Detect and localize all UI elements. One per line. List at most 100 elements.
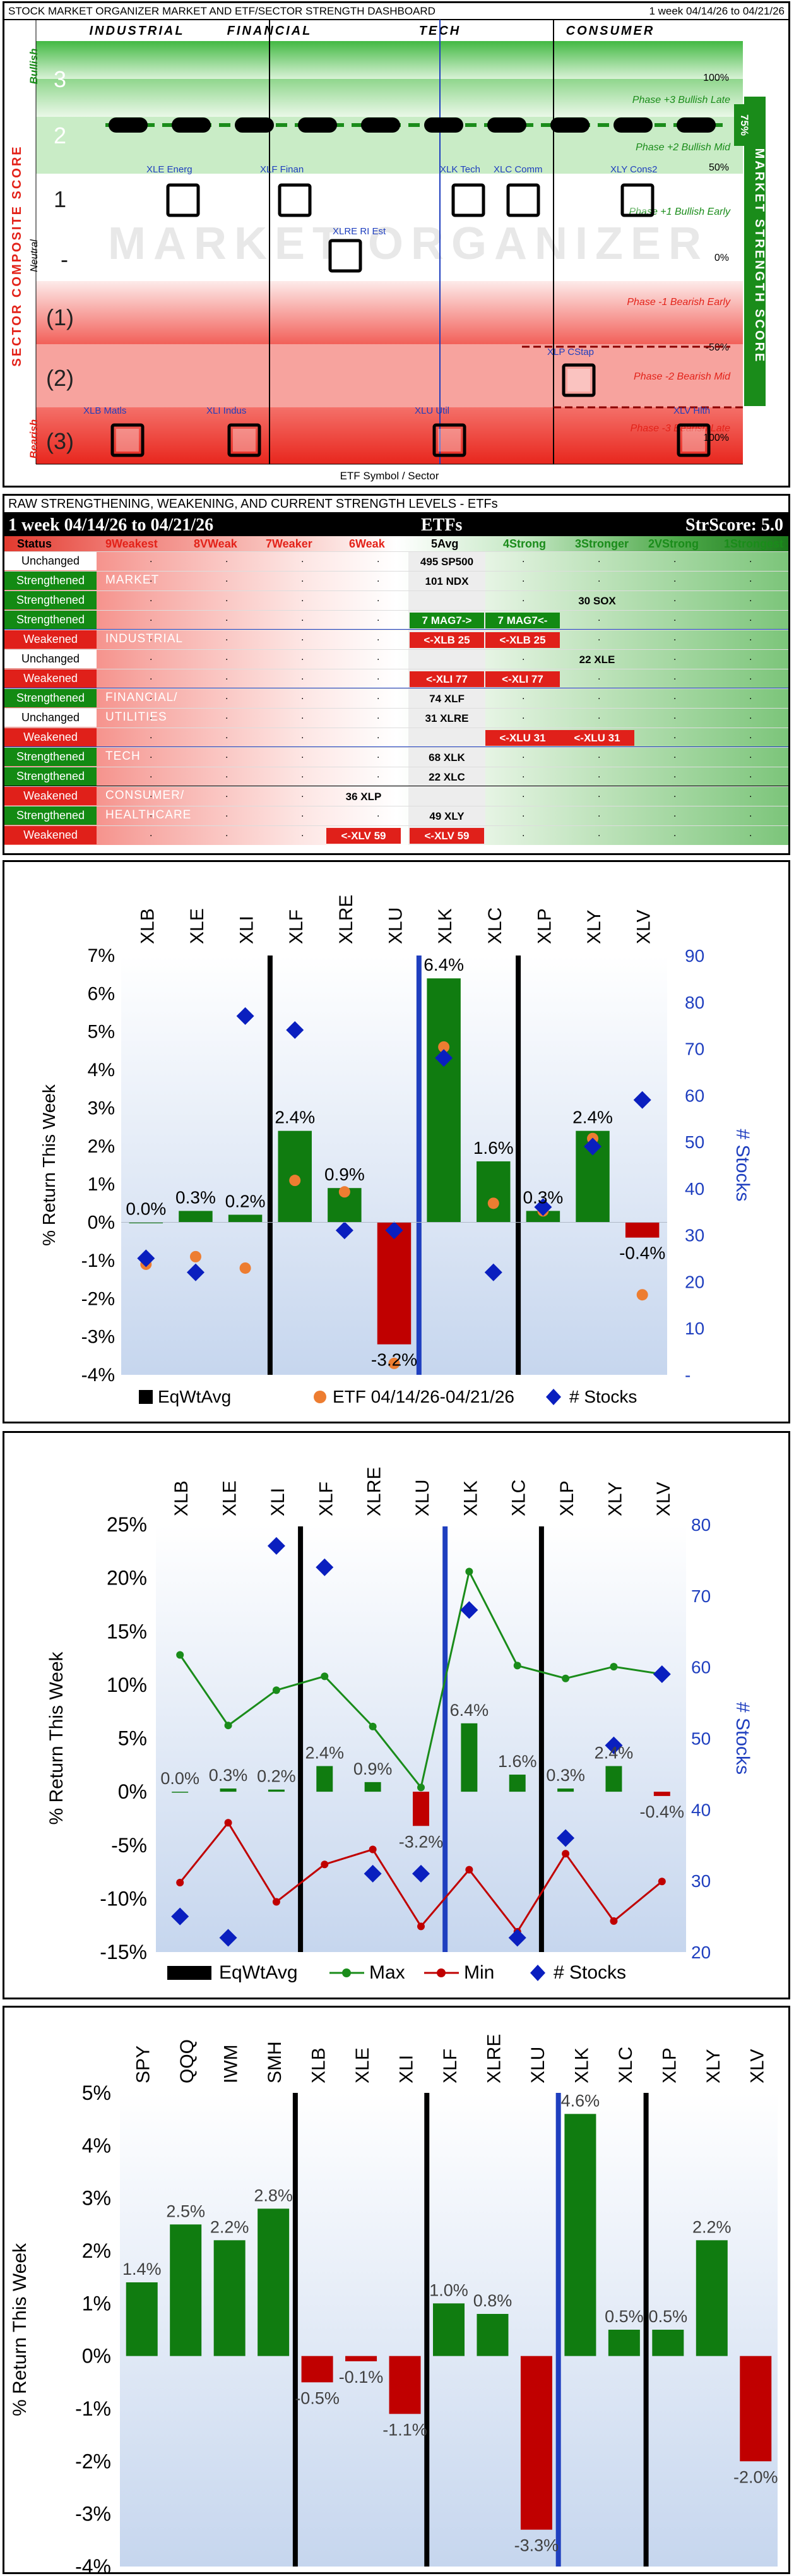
avg-column-shade: [408, 748, 485, 767]
data-label: 0.5%: [605, 2307, 644, 2326]
avg-column-shade: [408, 591, 485, 610]
empty-cell-dot: .: [150, 652, 153, 662]
empty-cell-dot: .: [749, 652, 752, 662]
empty-cell-dot: .: [225, 808, 228, 819]
eqwt-bar: [477, 1161, 511, 1223]
empty-cell-dot: .: [673, 554, 677, 565]
row-status: Strengthened: [4, 572, 97, 590]
empty-cell-dot: .: [301, 789, 304, 800]
empty-cell-dot: .: [150, 730, 153, 741]
x-tick-label: XLC: [615, 2047, 636, 2083]
max-marker: [369, 1722, 377, 1730]
y-tick-label: 0%: [82, 2345, 111, 2368]
dashboard-svg: STOCK MARKET ORGANIZER MARKET AND ETF/SE…: [4, 5, 788, 482]
zone-score-label: (3): [46, 428, 74, 454]
etf-box-fill: [512, 189, 535, 212]
etf-return-bar: [258, 2208, 290, 2356]
empty-cell-dot: .: [673, 613, 677, 623]
row-status: Weakened: [4, 787, 97, 805]
eqwt-bar: [526, 1211, 560, 1223]
market-strength-pill: [298, 117, 337, 133]
table-row: Weakened........<-XLI 77<-XLI 77: [4, 669, 788, 688]
y-tick-label: 6%: [88, 983, 115, 1004]
stocks-diamond: [236, 1007, 254, 1025]
eqwt-bar: [228, 1214, 263, 1223]
y-tick-label: 1%: [82, 2292, 111, 2315]
y2-tick-label: 60: [691, 1658, 711, 1677]
legend-stocks-label: # Stocks: [569, 1387, 637, 1406]
strength-dashboard-panel: STOCK MARKET ORGANIZER MARKET AND ETF/SE…: [3, 1, 790, 488]
empty-cell-dot: .: [598, 652, 601, 662]
min-marker: [176, 1878, 184, 1886]
empty-cell-dot: .: [225, 632, 228, 643]
etf-box-fill: [682, 429, 705, 452]
empty-cell-dot: .: [673, 750, 677, 760]
y2-tick-label: 40: [685, 1179, 704, 1199]
empty-cell-dot: .: [150, 828, 153, 839]
empty-cell-dot: .: [749, 750, 752, 760]
etf-box: [451, 183, 485, 217]
legend-stocks-label: # Stocks: [554, 1962, 626, 1983]
y-tick-label: -4%: [81, 1365, 115, 1386]
empty-cell-dot: .: [377, 730, 380, 741]
empty-cell-dot: .: [522, 808, 525, 819]
chart-return-stocks: 7% 6% 5% 4% 3% 2% 1% 0% -1% -2% -3% -4% 90 80 70 60 50 40…: [39, 895, 753, 1406]
legend-min-label: Min: [464, 1962, 494, 1983]
empty-cell-dot: .: [301, 730, 304, 741]
zone-score-label: -: [61, 246, 68, 272]
y-tick-label: -4%: [75, 2555, 111, 2572]
right-axis-title: MARKET STRENGTH SCORE: [752, 148, 766, 364]
etf-label: XLY Cons2: [610, 164, 658, 175]
data-label: 2.4%: [305, 1744, 344, 1763]
plot-area: [156, 1525, 686, 1952]
y2-tick-label: 80: [691, 1515, 711, 1535]
zone-plus2: [36, 79, 743, 117]
empty-cell-dot: .: [749, 671, 752, 682]
y-tick-label: -5%: [111, 1834, 147, 1857]
table-rows: Unchanged........ 495 SP500 Strengthened MA…: [4, 551, 788, 845]
table-column-header: 7Weaker: [266, 537, 312, 550]
empty-cell-dot: .: [225, 710, 228, 721]
table-etfs-label: ETFs: [421, 515, 463, 535]
data-label: 0.5%: [649, 2307, 688, 2326]
min-marker: [658, 1878, 666, 1886]
zone-score-label: 3: [54, 66, 66, 92]
empty-cell-dot: .: [150, 710, 153, 721]
data-label: -0.4%: [640, 1802, 685, 1821]
x-tick-label: XLE: [352, 2047, 373, 2083]
y-tick-label: 20%: [107, 1567, 147, 1590]
empty-cell-dot: .: [673, 789, 677, 800]
eqwt-bar: [625, 1222, 660, 1238]
empty-cell-dot: .: [598, 769, 601, 780]
x-tick-label: XLI: [396, 2055, 417, 2083]
neutral-label: Neutral: [29, 239, 40, 272]
empty-cell-dot: .: [301, 573, 304, 584]
empty-cell-dot: .: [522, 828, 525, 839]
etf-return-bar: [170, 2224, 202, 2356]
avg-column-shade: [408, 787, 485, 806]
empty-cell-dot: .: [673, 593, 677, 604]
empty-cell-dot: .: [522, 750, 525, 760]
empty-cell-dot: .: [225, 828, 228, 839]
phase-label: Phase +2 Bullish Mid: [636, 142, 731, 153]
empty-cell-dot: .: [598, 593, 601, 604]
y-tick-label: 25%: [107, 1513, 147, 1536]
stocks-diamond: [286, 1021, 304, 1039]
etf-strength-cell: 495 SP500: [420, 556, 474, 568]
row-status: Weakened: [4, 630, 97, 649]
etf-strength-cell: <-XLV 59: [410, 828, 484, 844]
data-label: 4.6%: [561, 2091, 600, 2110]
table-row: Strengthened........ 22 XLC: [4, 767, 788, 786]
y2-axis-title: # Stocks: [732, 1129, 753, 1201]
etf-label: XLE Energ: [146, 164, 193, 175]
eqwt-bar: [179, 1211, 213, 1223]
etf-return-bar: [520, 2356, 552, 2530]
phase-label: Phase -1 Bearish Early: [627, 297, 731, 308]
x-tick-label: XLB: [171, 1480, 192, 1516]
etf-return-dot: [487, 1197, 499, 1209]
x-tick-label: XLF: [286, 909, 307, 944]
etf-return-dot: [289, 1175, 301, 1187]
table-row: Strengthened........7 MAG7->7 MAG7<-: [4, 610, 788, 630]
etf-box: [110, 423, 145, 457]
etf-strength-cell: 74 XLF: [429, 693, 465, 705]
